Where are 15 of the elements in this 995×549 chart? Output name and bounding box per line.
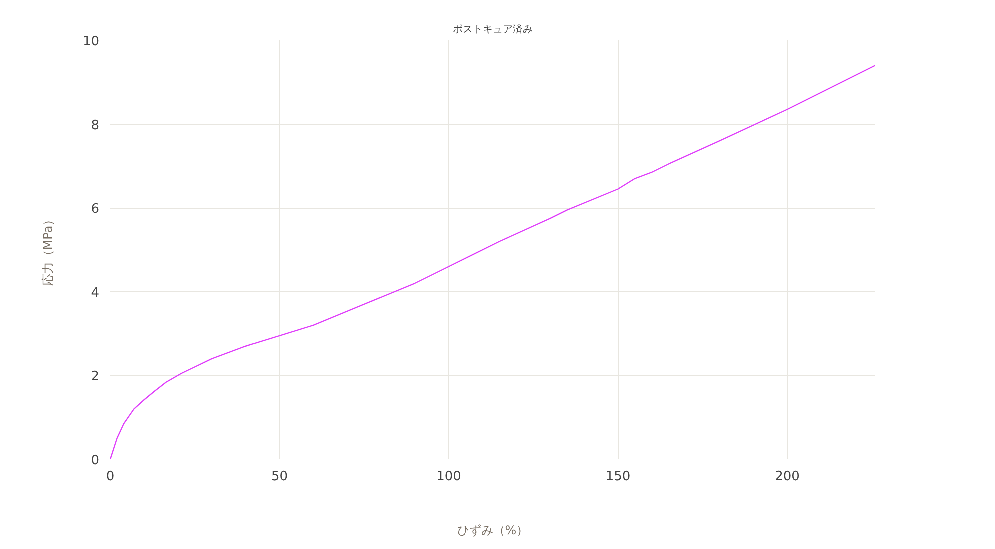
y-tick-label: 10 <box>82 34 100 50</box>
y-tick-label: 6 <box>91 202 100 218</box>
y-tick-label: 8 <box>91 118 100 134</box>
x-axis-title: ひずみ（%） <box>457 524 529 538</box>
chart-title: ポストキュア済み <box>453 24 533 36</box>
x-tick-label: 0 <box>106 470 115 484</box>
y-tick-label: 0 <box>91 454 100 468</box>
x-tick-label: 100 <box>436 470 462 484</box>
x-tick-label: 50 <box>271 470 288 484</box>
y-tick-label: 2 <box>91 370 100 385</box>
y-axis-title: 応力（MPa） <box>40 214 55 286</box>
x-tick-label: 200 <box>775 470 800 484</box>
line-series <box>110 65 876 460</box>
x-tick-label: 150 <box>606 470 631 484</box>
y-tick-label: 4 <box>91 286 100 301</box>
